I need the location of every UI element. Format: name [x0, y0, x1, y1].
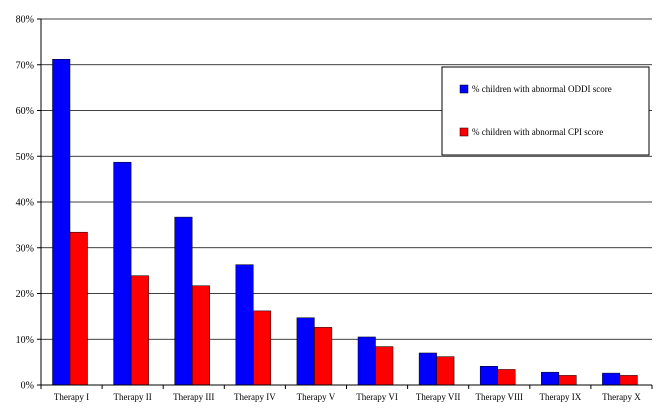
bar-oddi: [52, 59, 71, 386]
bar-oddi: [174, 216, 193, 386]
y-tick-label: 20%: [16, 289, 34, 300]
bar-cpi: [436, 356, 455, 386]
bar-cpi: [558, 375, 577, 386]
bar-oddi: [418, 352, 437, 386]
bar-cpi: [191, 285, 210, 386]
bar-cpi: [253, 310, 272, 386]
x-tick-label: Therapy I: [54, 392, 89, 402]
legend-label-oddi: % children with abnormal ODDI score: [472, 84, 612, 94]
x-tick-label: Therapy VII: [416, 392, 461, 402]
x-tick-label: Therapy III: [173, 392, 214, 402]
y-tick-label: 10%: [16, 335, 34, 346]
y-tick-label: 0%: [21, 381, 34, 392]
bar-oddi: [235, 264, 254, 386]
x-tick-label: Therapy IV: [234, 392, 276, 402]
x-tick-label: Therapy II: [114, 392, 152, 402]
bar-oddi: [479, 365, 498, 386]
y-tick-label: 80%: [16, 15, 34, 26]
x-tick-label: Therapy X: [602, 392, 641, 402]
bar-cpi: [314, 327, 333, 386]
bar-oddi: [113, 161, 132, 386]
bar-oddi: [296, 317, 315, 386]
bar-cpi: [69, 231, 88, 386]
legend-label-cpi: % children with abnormal CPI score: [472, 127, 603, 137]
y-tick-label: 40%: [16, 198, 34, 209]
bar-oddi: [541, 371, 560, 386]
legend: % children with abnormal ODDI score % ch…: [441, 66, 650, 156]
x-tick-labels: Therapy I Therapy II Therapy III Therapy IV…: [40, 385, 653, 402]
bar-oddi: [357, 336, 376, 386]
legend-box: [441, 66, 650, 156]
bar-cpi: [619, 375, 638, 386]
bar-cpi: [375, 346, 394, 386]
bar-cpi: [497, 369, 516, 386]
y-tick-labels: 0% 10% 20% 30% 40% 50% 60% 70% 80%: [16, 15, 34, 392]
legend-swatch-oddi: [459, 84, 469, 94]
x-tick-label: Therapy VI: [356, 392, 398, 402]
x-tick-label: Therapy V: [297, 392, 336, 402]
y-tick-label: 30%: [16, 243, 34, 254]
legend-swatch-cpi: [459, 127, 469, 137]
bar-cpi: [130, 275, 149, 386]
x-tick-label: Therapy IX: [539, 392, 581, 402]
y-tick-label: 70%: [16, 60, 34, 71]
x-tick-label: Therapy VIII: [475, 392, 523, 402]
y-tick-label: 50%: [16, 152, 34, 163]
bar-oddi: [602, 372, 621, 386]
y-tick-label: 60%: [16, 106, 34, 117]
